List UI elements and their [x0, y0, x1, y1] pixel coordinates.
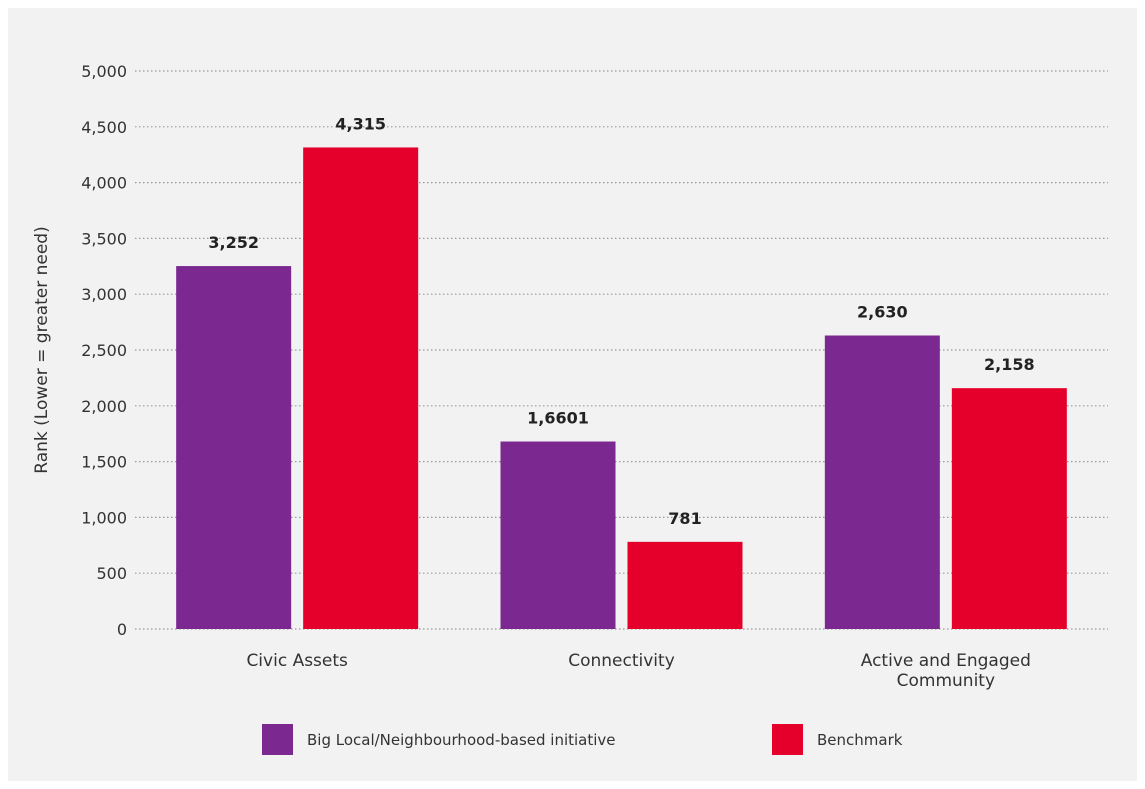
y-tick-label: 1,500	[81, 453, 127, 472]
data-label: 2,158	[984, 355, 1035, 374]
y-tick-label: 3,000	[81, 285, 127, 304]
data-label: 781	[668, 509, 701, 528]
legend-label: Benchmark	[817, 731, 903, 749]
data-label: 2,630	[857, 302, 908, 321]
y-tick-label: 2,500	[81, 341, 127, 360]
bar	[824, 335, 940, 629]
legend-label: Big Local/Neighbourhood-based initiative	[307, 731, 616, 749]
y-tick-label: 4,000	[81, 174, 127, 193]
y-tick-label: 2,000	[81, 397, 127, 416]
y-tick-label: 1,000	[81, 508, 127, 527]
x-category-label: Active and Engaged	[861, 651, 1031, 671]
bar	[176, 266, 292, 629]
x-category-label: Civic Assets	[246, 651, 348, 671]
y-tick-label: 4,500	[81, 118, 127, 137]
legend-swatch	[262, 724, 293, 755]
y-tick-label: 5,000	[81, 62, 127, 81]
y-tick-label: 500	[96, 564, 127, 583]
bar	[303, 147, 419, 630]
x-category-label: Community	[897, 671, 995, 691]
y-tick-label: 0	[117, 620, 127, 639]
y-axis-title: Rank (Lower = greater need)	[32, 226, 52, 473]
bar	[627, 541, 743, 629]
data-label: 1,6601	[527, 409, 589, 428]
bar	[951, 388, 1067, 629]
bar	[500, 441, 616, 629]
data-label: 4,315	[335, 114, 386, 133]
x-category-label: Connectivity	[568, 651, 675, 671]
data-label: 3,252	[208, 233, 259, 252]
legend-swatch	[772, 724, 803, 755]
y-tick-label: 3,500	[81, 229, 127, 248]
